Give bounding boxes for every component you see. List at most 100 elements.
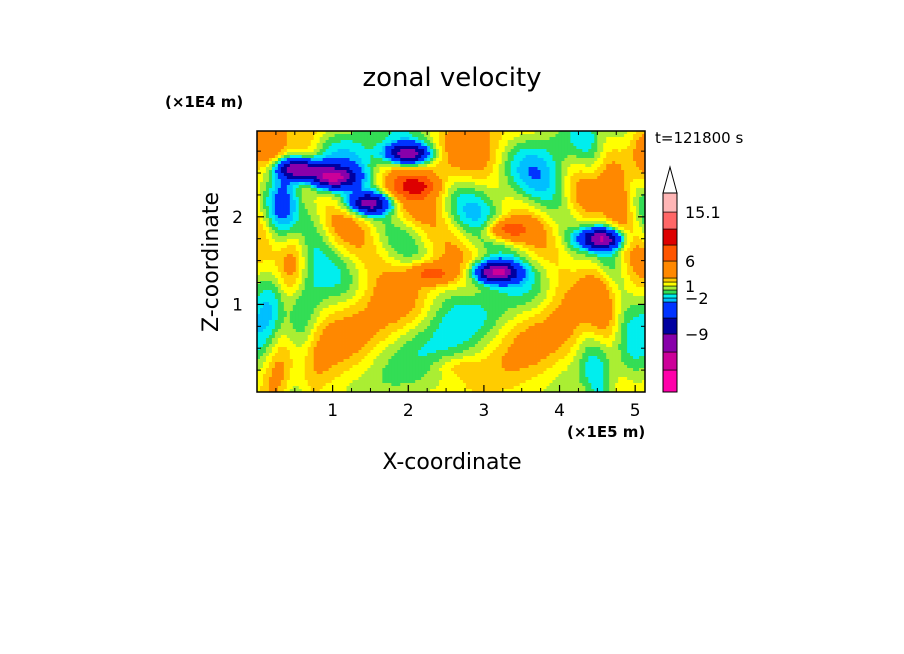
- field-cell: [600, 212, 604, 216]
- field-cell: [439, 224, 443, 228]
- field-cell: [409, 182, 413, 186]
- field-cell: [483, 227, 488, 231]
- field-cell: [606, 197, 610, 201]
- field-cell: [337, 218, 341, 222]
- field-cell: [567, 149, 571, 153]
- field-cell: [439, 206, 443, 210]
- field-cell: [265, 179, 270, 183]
- field-cell: [597, 167, 601, 171]
- field-cell: [519, 164, 524, 168]
- field-cell: [448, 149, 452, 153]
- field-cell: [316, 242, 321, 246]
- field-cell: [627, 197, 631, 201]
- field-cell: [376, 158, 380, 162]
- field-cell: [379, 161, 383, 165]
- field-cell: [421, 206, 425, 210]
- field-cell: [448, 131, 452, 135]
- field-cell: [301, 152, 306, 156]
- field-cell: [316, 215, 321, 219]
- field-cell: [346, 215, 350, 219]
- field-cell: [331, 203, 335, 207]
- field-cell: [343, 173, 347, 177]
- field-cell: [292, 200, 297, 204]
- field-cell: [394, 140, 398, 144]
- field-cell: [495, 233, 500, 237]
- field-cell: [624, 137, 628, 141]
- field-cell: [561, 239, 565, 243]
- field-cell: [418, 134, 422, 138]
- field-cell: [546, 140, 550, 144]
- field-cell: [480, 218, 485, 222]
- field-cell: [555, 149, 559, 153]
- field-cell: [558, 194, 562, 198]
- field-cell: [346, 137, 350, 141]
- field-cell: [636, 149, 640, 153]
- field-cell: [397, 212, 401, 216]
- field-cell: [618, 242, 622, 246]
- field-cell: [346, 188, 350, 192]
- field-cell: [325, 155, 330, 159]
- field-cell: [486, 182, 491, 186]
- field-cell: [498, 218, 503, 222]
- field-cell: [618, 221, 622, 225]
- field-cell: [534, 197, 538, 201]
- field-cell: [322, 194, 327, 198]
- field-cell: [471, 155, 476, 159]
- field-cell: [546, 197, 550, 201]
- field-cell: [358, 170, 362, 174]
- field-cell: [289, 224, 294, 228]
- field-cell: [561, 242, 565, 246]
- field-cell: [477, 200, 482, 204]
- field-cell: [295, 134, 300, 138]
- field-cell: [436, 155, 440, 159]
- field-cell: [352, 200, 356, 204]
- field-cell: [579, 230, 583, 234]
- field-cell: [427, 191, 431, 195]
- field-cell: [501, 173, 506, 177]
- field-cell: [540, 188, 544, 192]
- field-cell: [310, 194, 315, 198]
- field-cell: [516, 239, 521, 243]
- field-cell: [498, 236, 503, 240]
- field-cell: [394, 161, 398, 165]
- field-cell: [456, 161, 461, 165]
- field-cell: [257, 245, 261, 249]
- field-cell: [412, 239, 416, 243]
- field-cell: [588, 167, 592, 171]
- field-cell: [591, 173, 595, 177]
- field-cell: [624, 200, 628, 204]
- field-cell: [489, 242, 494, 246]
- field-cell: [331, 242, 335, 246]
- field-cell: [319, 218, 324, 222]
- field-cell: [406, 173, 410, 177]
- field-cell: [585, 218, 589, 222]
- field-cell: [531, 239, 535, 243]
- field-cell: [489, 194, 494, 198]
- field-cell: [280, 161, 285, 165]
- field-cell: [340, 200, 344, 204]
- field-cell: [379, 233, 383, 237]
- field-cell: [480, 164, 485, 168]
- field-cell: [274, 218, 279, 222]
- field-cell: [373, 134, 377, 138]
- field-cell: [639, 218, 643, 222]
- field-cell: [262, 161, 267, 165]
- field-cell: [361, 182, 365, 186]
- field-cell: [594, 212, 598, 216]
- field-cell: [367, 191, 371, 195]
- field-cell: [615, 167, 619, 171]
- field-cell: [334, 206, 338, 210]
- field-cell: [453, 227, 458, 231]
- field-cell: [334, 191, 338, 195]
- field-cell: [471, 230, 476, 234]
- field-cell: [268, 149, 273, 153]
- field-cell: [307, 209, 312, 213]
- field-cell: [301, 224, 306, 228]
- field-cell: [543, 155, 547, 159]
- field-cell: [385, 221, 389, 225]
- field-cell: [301, 179, 306, 183]
- field-cell: [331, 191, 335, 195]
- field-cell: [618, 194, 622, 198]
- field-cell: [465, 155, 470, 159]
- field-cell: [594, 173, 598, 177]
